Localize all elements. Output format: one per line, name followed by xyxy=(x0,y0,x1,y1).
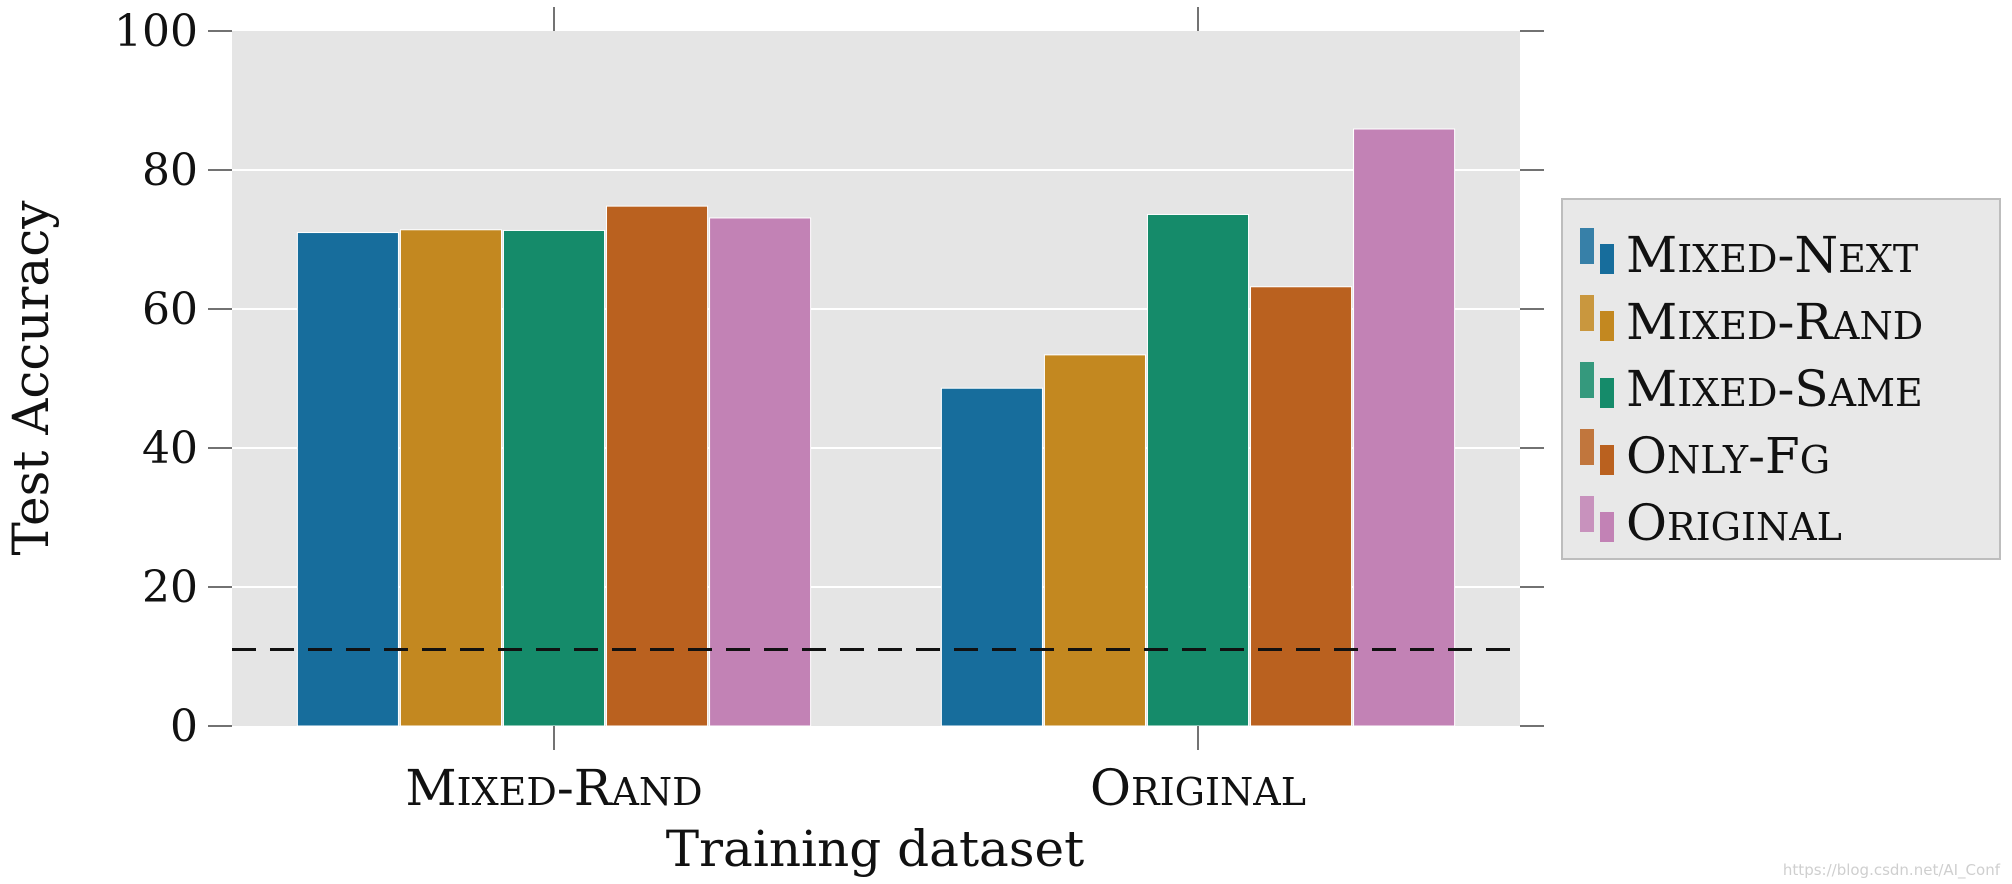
legend-swatch xyxy=(1580,429,1594,465)
legend-box xyxy=(1561,198,2001,560)
legend-swatch xyxy=(1580,295,1594,331)
legend: MIXED-NEXT MIXED-RAND MIXED-SAME ONLY-FG ORI… xyxy=(1561,198,2001,560)
bar-mixed-same-mixed-rand xyxy=(502,229,606,727)
y-tick-label: 100 xyxy=(114,6,198,57)
y-axis-label: Test Accuracy xyxy=(2,200,60,556)
legend-swatch xyxy=(1580,228,1594,264)
y-tick-label: 0 xyxy=(170,701,198,752)
legend-swatch xyxy=(1600,244,1614,274)
bar-mixed-next-mixed-rand xyxy=(296,232,399,727)
bar-original-original xyxy=(1353,128,1456,727)
x-tick-label-original: ORIGINAL xyxy=(1090,759,1306,817)
legend-swatch xyxy=(1580,362,1594,398)
watermark-text: https://blog.csdn.net/AI_Conf xyxy=(1783,861,2001,880)
bars-group xyxy=(296,128,1456,727)
legend-swatch xyxy=(1580,496,1594,532)
legend-swatch xyxy=(1600,512,1614,542)
legend-swatch xyxy=(1600,378,1614,408)
x-tick-label-mixed-rand: MIXED-RAND xyxy=(405,759,702,817)
legend-item-mixed-same: MIXED-SAME xyxy=(1580,360,1923,418)
bar-mixed-rand-mixed-rand xyxy=(399,229,502,727)
bar-mixed-same-original xyxy=(1146,213,1250,727)
y-tick-label: 80 xyxy=(142,145,198,196)
bar-mixed-rand-original xyxy=(1043,354,1146,727)
y-tick-label: 40 xyxy=(142,423,198,474)
legend-label: ORIGINAL xyxy=(1626,494,1842,552)
bar-only-fg-original xyxy=(1250,286,1353,727)
y-tick-label: 20 xyxy=(142,562,198,613)
ticks-group: 0 20 40 60 80 100 MIXED-RAND ORIGINAL xyxy=(114,6,1544,817)
legend-swatch xyxy=(1600,311,1614,341)
bar-mixed-next-original xyxy=(940,387,1043,727)
legend-item-original: ORIGINAL xyxy=(1580,494,1842,552)
legend-label: MIXED-SAME xyxy=(1626,360,1923,418)
legend-swatch xyxy=(1600,445,1614,475)
legend-item-mixed-rand: MIXED-RAND xyxy=(1580,293,1923,351)
legend-label: MIXED-RAND xyxy=(1626,293,1923,351)
legend-item-mixed-next: MIXED-NEXT xyxy=(1580,226,1918,284)
legend-item-only-fg: ONLY-FG xyxy=(1580,427,1830,485)
legend-label: ONLY-FG xyxy=(1626,427,1830,485)
legend-label: MIXED-NEXT xyxy=(1626,226,1918,284)
bar-only-fg-mixed-rand xyxy=(606,205,709,727)
x-axis-label: Training dataset xyxy=(666,820,1084,878)
bar-original-mixed-rand xyxy=(709,217,812,727)
y-tick-label: 60 xyxy=(142,284,198,335)
